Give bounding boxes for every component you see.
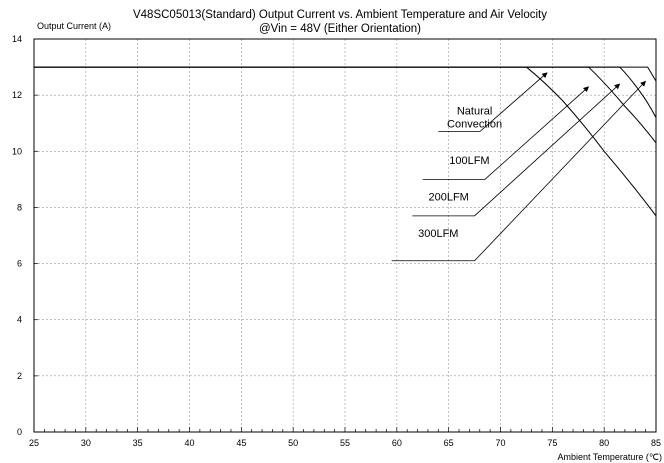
y-tick-label: 0: [17, 427, 22, 437]
x-tick-label: 75: [547, 438, 557, 448]
y-tick-label: 8: [17, 202, 22, 212]
y-tick-label: 14: [12, 34, 22, 44]
y-tick-label: 4: [17, 315, 22, 325]
gridlines: [34, 39, 656, 432]
y-tick-label: 12: [12, 90, 22, 100]
y-axis-label: Output Current (A): [37, 21, 111, 31]
annotation-label-3: 300LFM: [418, 228, 458, 240]
x-tick-label: 65: [444, 438, 454, 448]
series-line-0: [34, 66, 657, 217]
series-line-1: [34, 66, 657, 144]
annotation-leader-1: [422, 86, 590, 180]
y-tick-label: 2: [17, 371, 22, 381]
x-tick-label: 55: [340, 438, 350, 448]
chart-title-line2: @Vin = 48V (Either Orientation): [259, 23, 421, 35]
y-tick-label: 10: [12, 146, 22, 156]
y-tick-label: 6: [17, 259, 22, 269]
x-tick-labels: 25 30 35 40 45 50 55 60 65 70 75 80 85: [29, 438, 661, 448]
axes: [33, 38, 657, 433]
annotation-leader-3: [391, 80, 647, 262]
x-tick-label: 60: [392, 438, 402, 448]
annotation-label-0: Convection: [447, 119, 502, 131]
x-axis-label: Ambient Temperature (℃): [558, 452, 662, 462]
annotation-label-2: 200LFM: [428, 192, 468, 204]
series-line-2: [34, 66, 657, 118]
annotation-label-1: 100LFM: [449, 155, 489, 167]
x-tick-label: 50: [288, 438, 298, 448]
x-tick-label: 25: [29, 438, 39, 448]
annotation-leader-2: [412, 83, 621, 217]
chart-title-line1: V48SC05013(Standard) Output Current vs. …: [133, 9, 547, 21]
series-line-3: [34, 66, 657, 82]
annotation-label-0: Natural: [457, 106, 492, 118]
x-tick-label: 30: [81, 438, 91, 448]
x-tick-label: 80: [599, 438, 609, 448]
x-tick-label: 45: [236, 438, 246, 448]
annotation-leader-0: [438, 72, 548, 133]
x-tick-label: 40: [184, 438, 194, 448]
y-tick-labels: 0 2 4 6 8 10 12 14: [12, 34, 22, 437]
x-tick-label: 85: [651, 438, 661, 448]
x-tick-label: 35: [133, 438, 143, 448]
x-tick-label: 70: [495, 438, 505, 448]
series-lines: [34, 66, 657, 217]
